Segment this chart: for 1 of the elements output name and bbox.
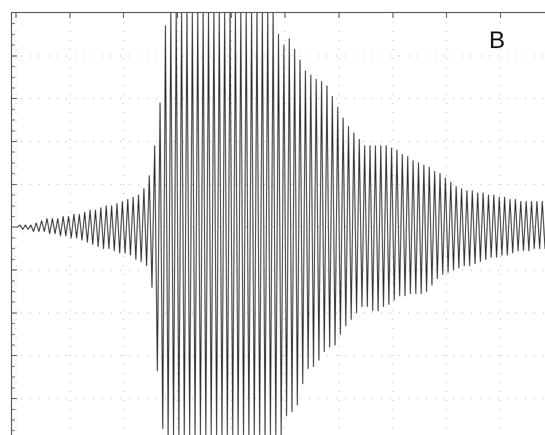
annotation: B (489, 27, 506, 54)
